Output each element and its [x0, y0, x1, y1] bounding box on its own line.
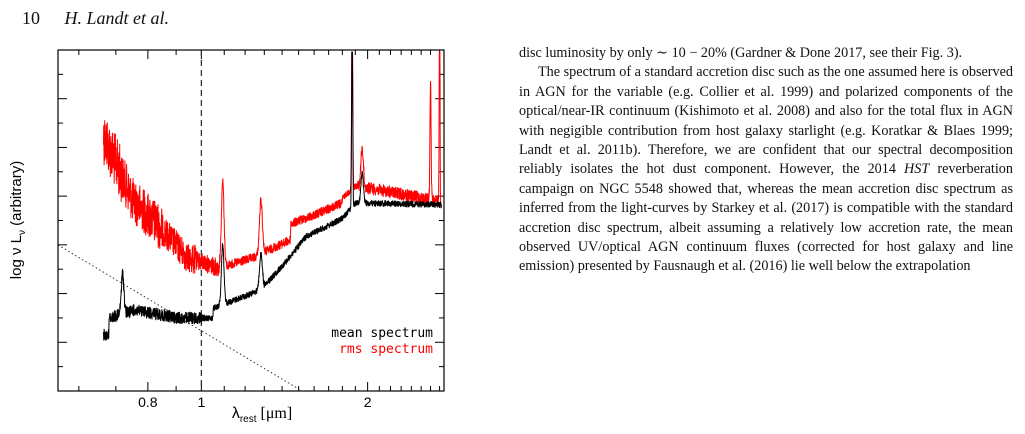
y-axis-label: log ν Lν (arbitrary) — [8, 161, 28, 279]
plot-area — [58, 50, 444, 391]
body-text-column: disc luminosity by only ∼ 10 − 20% (Gard… — [519, 44, 1013, 434]
disc-extrapolation-line — [58, 244, 303, 391]
spectrum-chart: 0.8 1 2 λrest [μm] log ν Lν (arbitrary) me… — [8, 49, 445, 425]
rms-spectrum-line — [103, 51, 442, 277]
mean-spectrum-line — [103, 51, 442, 341]
x-tick-label: 1 — [197, 394, 205, 410]
x-tick-label: 2 — [364, 394, 372, 410]
plot-frame — [57, 49, 445, 392]
page-number: 10 — [22, 8, 40, 28]
paragraph-2: The spectrum of a standard accretion dis… — [519, 63, 1013, 276]
running-authors: H. Landt et al. — [64, 8, 170, 28]
x-axis-label: λrest [μm] — [232, 405, 292, 425]
legend-rms: rms spectrum — [339, 342, 433, 357]
legend-mean: mean spectrum — [331, 326, 433, 341]
spectrum-figure: 0.8 1 2 λrest [μm] log ν Lν (arbitrary) me… — [0, 40, 500, 434]
running-header: 10 H. Landt et al. — [22, 8, 169, 29]
x-tick-label: 0.8 — [138, 394, 158, 410]
paragraph-2-part-b: reverberation campaign on NGC 5548 showe… — [519, 161, 1013, 275]
paragraph-2-italic: HST — [904, 161, 930, 178]
paragraph-1: disc luminosity by only ∼ 10 − 20% (Gard… — [519, 45, 963, 61]
paragraph-2-part-a: The spectrum of a standard accretion dis… — [519, 64, 1013, 178]
